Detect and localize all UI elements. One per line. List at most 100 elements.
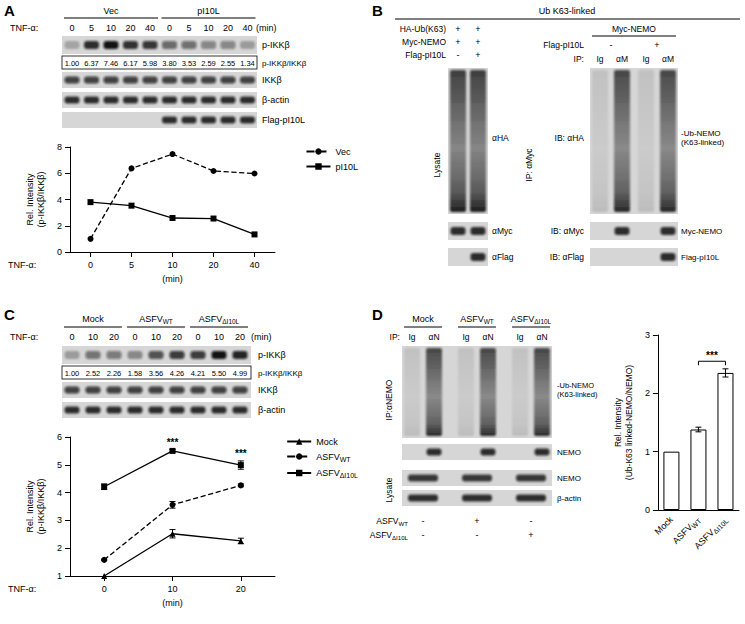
svg-text:2: 2 [57, 543, 62, 553]
svg-text:20: 20 [236, 584, 246, 594]
svg-text:0: 0 [69, 23, 74, 33]
svg-text:αHA: αHA [492, 133, 509, 143]
svg-text:4.21: 4.21 [191, 369, 206, 378]
svg-text:0: 0 [88, 260, 93, 270]
svg-text:αN: αN [428, 332, 439, 342]
svg-text:20: 20 [235, 332, 245, 342]
svg-text:-: - [422, 516, 425, 526]
svg-text:1: 1 [57, 571, 62, 581]
svg-text:4: 4 [57, 195, 62, 205]
svg-text:+: + [475, 24, 480, 34]
svg-text:IKKβ: IKKβ [262, 75, 282, 85]
svg-text:Lysate: Lysate [384, 477, 394, 502]
svg-text:2: 2 [645, 388, 650, 398]
svg-text:-Ub-NEMO: -Ub-NEMO [681, 129, 721, 138]
svg-text:TNF-α:: TNF-α: [8, 584, 36, 594]
svg-text:ASFVΔI10L: ASFVΔI10L [199, 314, 240, 325]
svg-text:NEMO: NEMO [557, 474, 581, 483]
svg-text:Ig: Ig [642, 54, 649, 64]
svg-text:2.59: 2.59 [201, 59, 216, 68]
svg-text:Rel. Intensity: Rel. Intensity [25, 173, 35, 226]
svg-text:10: 10 [151, 332, 161, 342]
svg-text:***: *** [167, 437, 179, 448]
svg-text:(p-IKKβ/IKKβ): (p-IKKβ/IKKβ) [36, 479, 46, 535]
svg-text:3.53: 3.53 [182, 59, 197, 68]
svg-text:40: 40 [242, 23, 252, 33]
svg-text:5: 5 [186, 23, 191, 33]
svg-text:p-IKKβ: p-IKKβ [258, 350, 286, 360]
svg-text:-: - [476, 530, 479, 540]
svg-text:6.17: 6.17 [123, 59, 138, 68]
svg-text:0: 0 [167, 23, 172, 33]
svg-text:3: 3 [645, 330, 650, 340]
svg-text:20: 20 [172, 332, 182, 342]
svg-text:αM: αM [616, 54, 628, 64]
svg-text:ASFV: ASFV [316, 468, 340, 478]
svg-text:p-IKKβ/IKKβ: p-IKKβ/IKKβ [258, 369, 303, 378]
svg-text:0: 0 [69, 332, 74, 342]
svg-text:1.34: 1.34 [240, 59, 255, 68]
svg-text:(K63-linked): (K63-linked) [681, 138, 724, 147]
svg-text:4.99: 4.99 [233, 369, 248, 378]
svg-text:TNF-α:: TNF-α: [10, 332, 38, 342]
svg-text:TNF-α:: TNF-α: [10, 23, 38, 33]
svg-text:ASFVΔI10L: ASFVΔI10L [511, 314, 552, 325]
svg-text:Ig: Ig [596, 54, 603, 64]
svg-text:-: - [457, 50, 460, 60]
svg-text:1.58: 1.58 [128, 369, 143, 378]
svg-text:6: 6 [57, 432, 62, 442]
svg-text:Lysate: Lysate [432, 152, 442, 177]
svg-text:***: *** [706, 350, 718, 361]
svg-text:Ig: Ig [462, 332, 469, 342]
svg-text:20: 20 [109, 332, 119, 342]
svg-text:Flag-pI10L: Flag-pI10L [262, 115, 305, 125]
svg-text:A: A [4, 2, 15, 19]
svg-text:ΔI10L: ΔI10L [340, 472, 358, 479]
svg-text:ASFVWT: ASFVWT [460, 314, 494, 325]
svg-text:5.98: 5.98 [143, 59, 158, 68]
svg-text:Myc-NEMO: Myc-NEMO [402, 37, 446, 47]
svg-text:Flag-pI10L: Flag-pI10L [405, 50, 446, 60]
svg-text:***: *** [235, 448, 247, 459]
svg-text:Vec: Vec [335, 147, 351, 157]
svg-text:1.00: 1.00 [65, 369, 80, 378]
svg-text:10: 10 [167, 584, 177, 594]
svg-text:Ub K63-linked: Ub K63-linked [539, 6, 596, 16]
svg-text:(min): (min) [162, 274, 183, 284]
svg-text:(p-IKKβ/IKKβ): (p-IKKβ/IKKβ) [36, 172, 46, 228]
svg-text:HA-Ub(K63): HA-Ub(K63) [400, 24, 446, 34]
svg-text:20: 20 [125, 23, 135, 33]
svg-text:IP:: IP: [574, 54, 584, 64]
svg-text:5: 5 [129, 260, 134, 270]
svg-text:4: 4 [57, 488, 62, 498]
svg-text:αN: αN [536, 332, 547, 342]
svg-text:5.50: 5.50 [212, 369, 227, 378]
svg-text:C: C [4, 306, 15, 323]
svg-text:0: 0 [132, 332, 137, 342]
svg-text:0: 0 [195, 332, 200, 342]
svg-text:3.56: 3.56 [149, 369, 164, 378]
svg-text:2: 2 [57, 221, 62, 231]
svg-text:+: + [455, 37, 460, 47]
svg-text:8: 8 [57, 142, 62, 152]
svg-text:αMyc: αMyc [492, 226, 513, 236]
svg-text:0: 0 [102, 584, 107, 594]
svg-text:Mock: Mock [316, 437, 338, 447]
svg-text:10: 10 [167, 260, 177, 270]
svg-text:(K63-linked): (K63-linked) [557, 390, 598, 399]
svg-text:αM: αM [662, 54, 674, 64]
svg-text:-: - [530, 516, 533, 526]
svg-text:β-actin: β-actin [262, 95, 289, 105]
svg-text:TNF-α:: TNF-α: [8, 260, 36, 270]
svg-text:ASFV: ASFV [671, 522, 695, 546]
svg-text:2.55: 2.55 [221, 59, 236, 68]
svg-text:ASFVΔI10L: ASFVΔI10L [370, 530, 409, 541]
svg-text:+: + [528, 530, 533, 540]
svg-text:Rel. Intensity: Rel. Intensity [25, 480, 35, 533]
svg-text:Ig: Ig [516, 332, 523, 342]
svg-text:WT: WT [340, 456, 352, 463]
svg-text:5: 5 [89, 23, 94, 33]
svg-text:Flag-pI10L: Flag-pI10L [681, 253, 720, 262]
svg-text:10: 10 [106, 23, 116, 33]
svg-text:(min): (min) [256, 23, 277, 33]
